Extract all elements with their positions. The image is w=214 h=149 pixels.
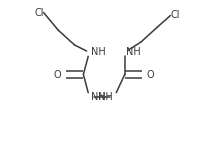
Text: O: O [54, 69, 61, 80]
Text: NH: NH [91, 92, 106, 102]
Text: NH: NH [91, 47, 106, 57]
Text: NH: NH [98, 92, 113, 102]
Text: O: O [147, 69, 155, 80]
Text: NH: NH [126, 47, 141, 57]
Text: Cl: Cl [34, 7, 43, 17]
Text: Cl: Cl [171, 10, 180, 20]
